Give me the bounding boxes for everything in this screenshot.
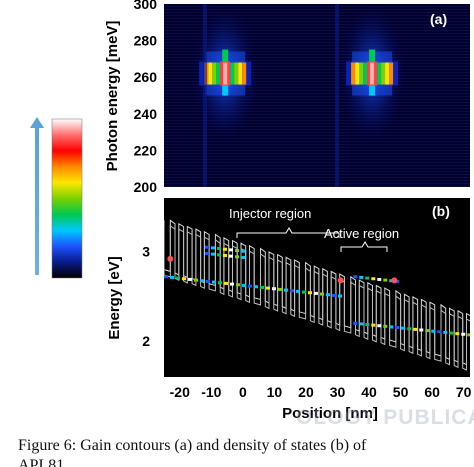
x-tick-label: 60 [424, 384, 440, 400]
y-tick-label: 220 [134, 142, 158, 158]
x-tick-label: 40 [361, 384, 377, 400]
colorbar [51, 118, 83, 279]
energy-state [205, 245, 246, 253]
injector-region-label: Injector region [229, 206, 311, 221]
x-tick-label: 20 [298, 384, 314, 400]
band-profile-line [164, 219, 470, 366]
energy-state [353, 275, 400, 283]
x-tick-label: 70 [456, 384, 472, 400]
band-profile-line [164, 224, 470, 371]
state-hotspot [391, 277, 398, 284]
x-tick-label: 0 [239, 384, 247, 400]
x-tick-label: 50 [393, 384, 409, 400]
watermark: OLOGY PUBLICATIONS [296, 406, 474, 429]
gain-streak [335, 4, 339, 187]
panel-b-label: (b) [432, 203, 450, 219]
y-tick-label: 300 [134, 0, 158, 12]
x-tick-label: -10 [201, 384, 221, 400]
state-hotspot [167, 255, 174, 262]
panel-b: Injector region Active region (b) 3 2 -20… [106, 198, 472, 422]
gain-streak [203, 4, 207, 187]
y-tick-label: 260 [134, 69, 158, 85]
x-tick-label: 10 [267, 384, 283, 400]
caption-line-2: APL81 [18, 457, 65, 467]
panel-b-x-axis-title: Position [nm] [282, 405, 378, 422]
y-tick-label: 3 [142, 244, 150, 260]
y-tick-label: 2 [142, 333, 150, 349]
x-tick-label: -20 [170, 384, 190, 400]
gain-hotspot [191, 3, 260, 144]
panel-b-plot-area [164, 198, 470, 377]
y-tick-label: 280 [134, 33, 158, 49]
injector-region-bracket [236, 227, 340, 238]
active-region-bracket [340, 241, 388, 252]
energy-state [164, 275, 342, 298]
caption-line-1: Figure 6: Gain contours (a) and density … [18, 437, 367, 454]
energy-state [353, 321, 470, 337]
energy-state [205, 251, 246, 259]
state-hotspot [337, 277, 344, 284]
panel-a: (a) 300 280 260 240 220 200 Photon energy [me… [104, 0, 470, 195]
active-region-label: Active region [324, 226, 399, 241]
y-tick-label: 200 [134, 179, 158, 195]
figure-caption: Figure 6: Gain contours (a) and density … [18, 436, 470, 467]
panel-b-y-axis-title: Energy [eV] [106, 256, 123, 339]
y-tick-label: 240 [134, 106, 158, 122]
panel-a-y-axis-title: Photon energy [meV] [104, 21, 121, 172]
gain-hotspot [338, 3, 407, 144]
panel-a-label: (a) [430, 11, 447, 27]
x-tick-label: 30 [330, 384, 346, 400]
scale-arrow [30, 117, 44, 275]
